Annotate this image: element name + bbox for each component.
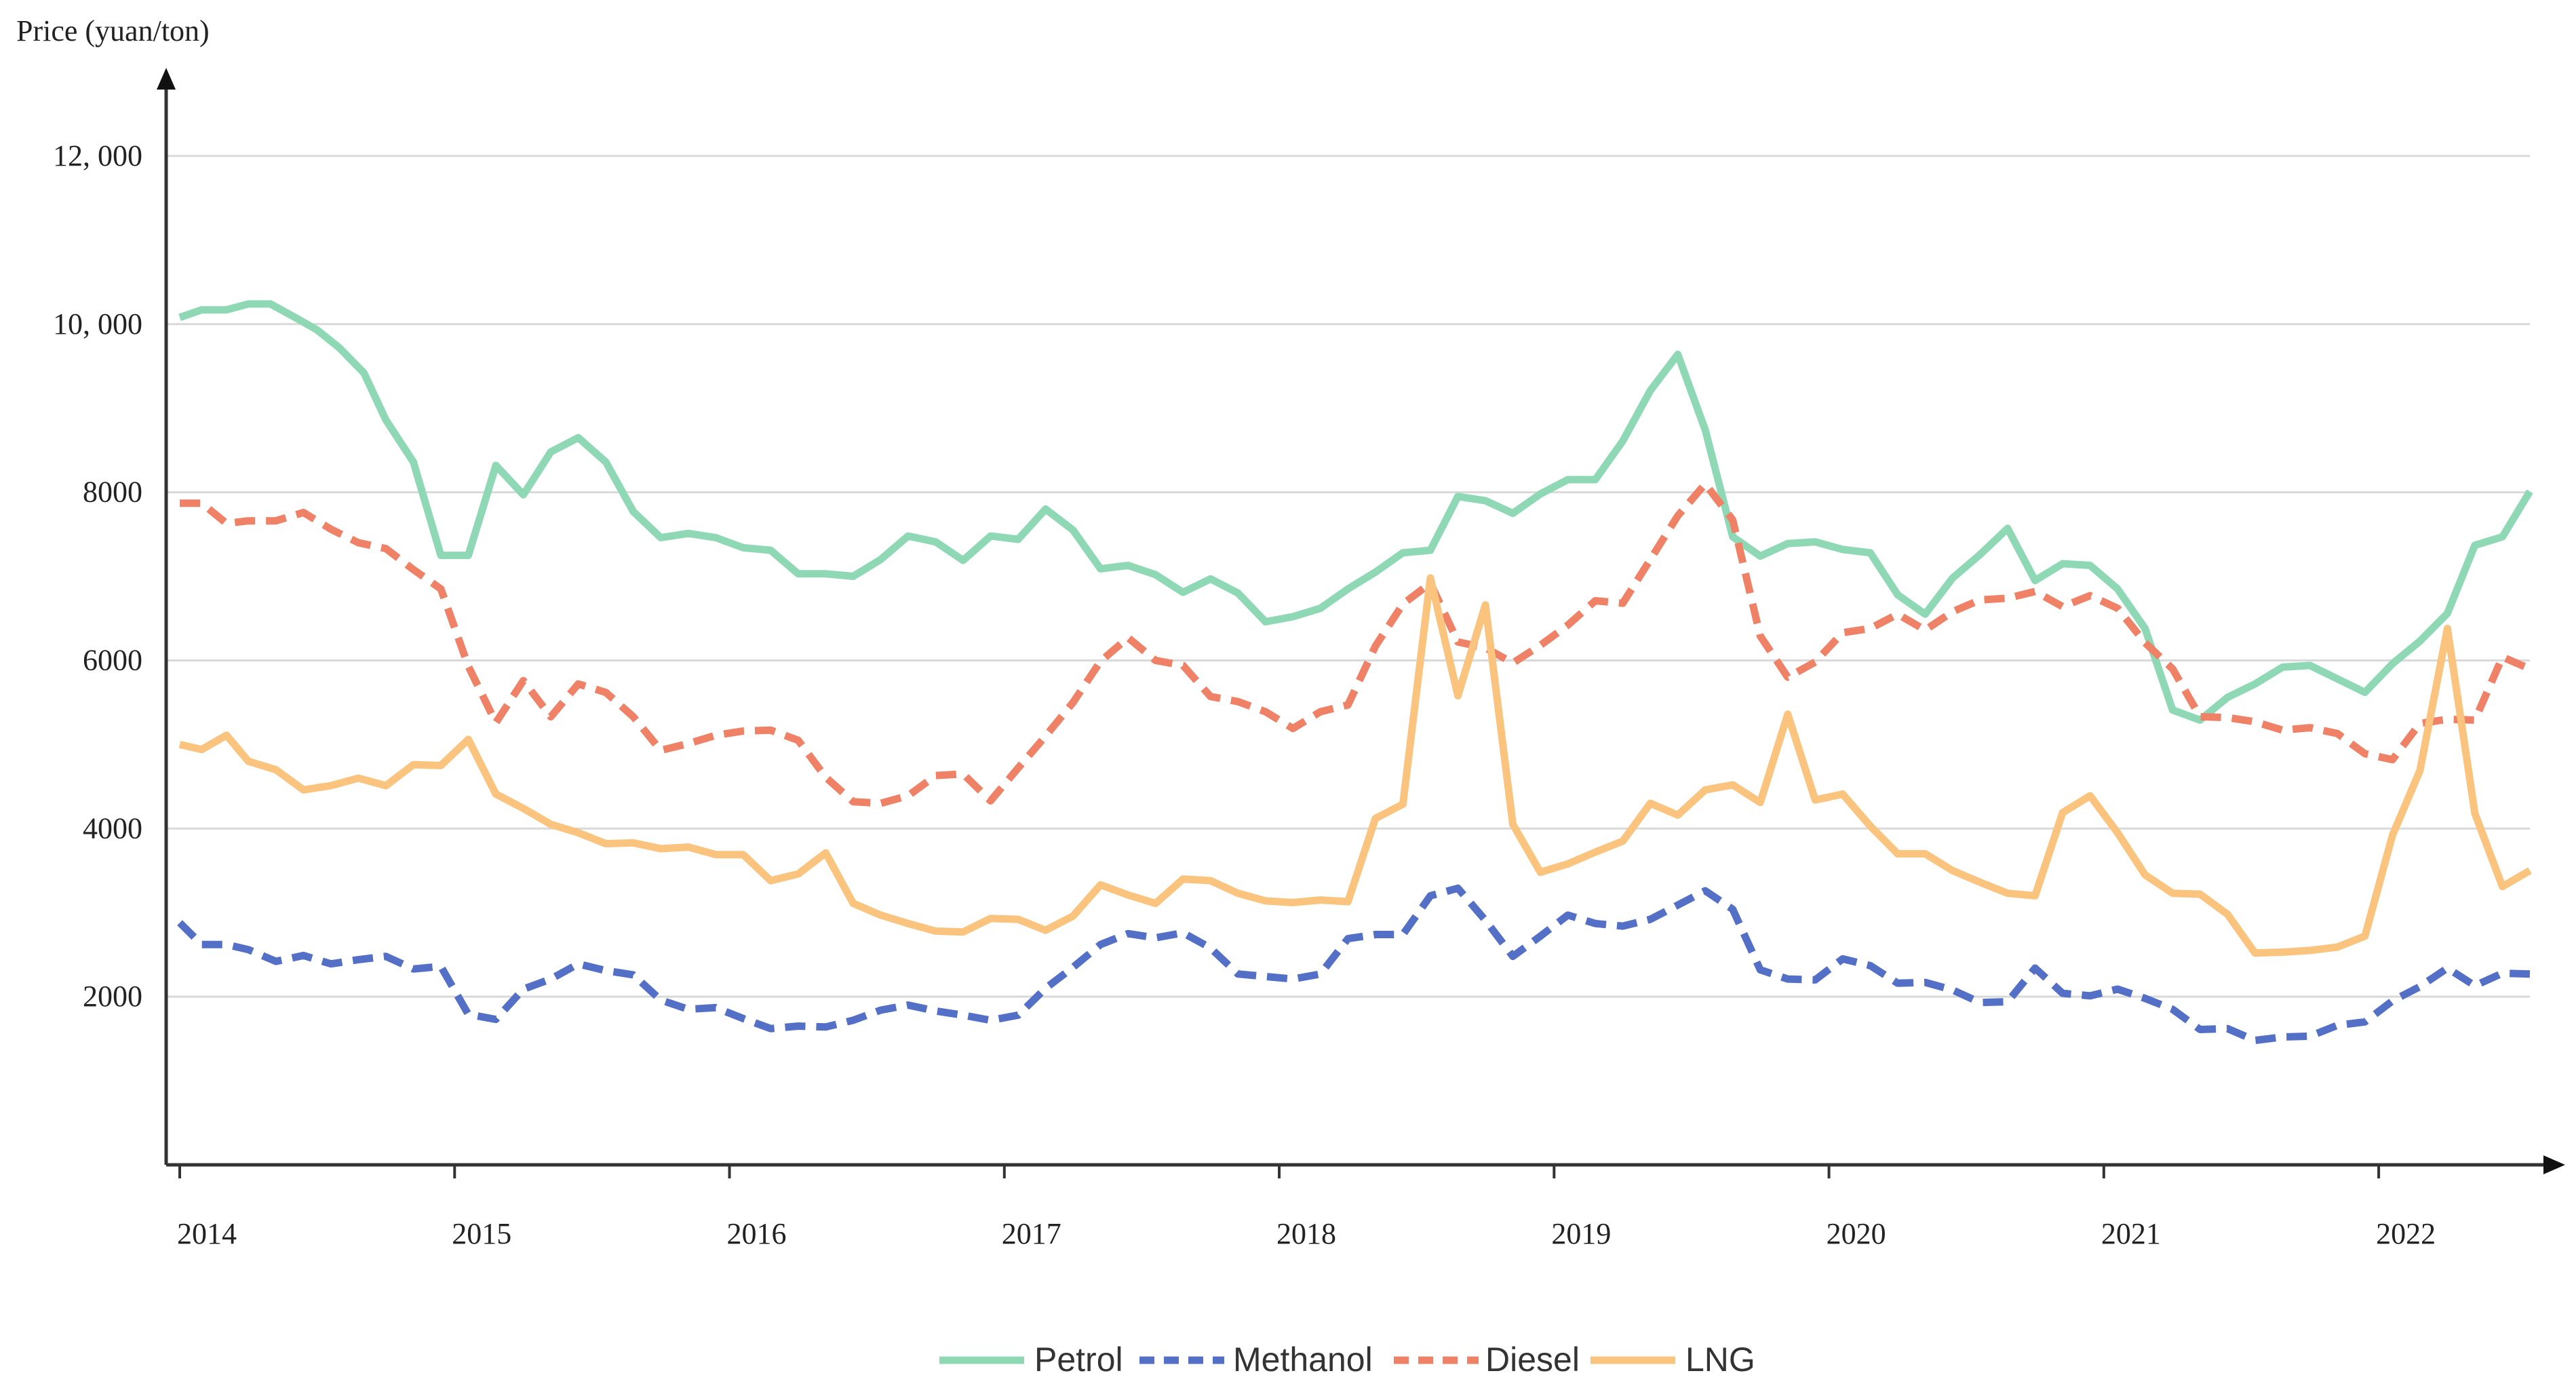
x-tick-label: 2019	[1551, 1217, 1611, 1250]
x-tick-label: 2016	[727, 1217, 787, 1250]
series-lines	[177, 300, 2533, 1045]
y-tick-label: 6000	[83, 643, 142, 676]
y-tick-label: 10, 000	[53, 307, 142, 341]
x-axis-arrow	[2543, 1155, 2565, 1174]
x-tick-label: 2017	[1002, 1217, 1061, 1250]
x-tick-label: 2015	[452, 1217, 511, 1250]
y-axis-arrow	[157, 68, 176, 90]
legend-label-methanol: Methanol	[1233, 1341, 1373, 1379]
series-line-lng	[178, 574, 2532, 957]
y-tick-label: 12, 000	[53, 139, 142, 172]
legend-label-diesel: Diesel	[1485, 1341, 1580, 1379]
x-tick-label: 2018	[1276, 1217, 1336, 1250]
y-axis-title: Price (yuan/ton)	[16, 14, 210, 47]
y-tick-label: 4000	[83, 811, 142, 845]
x-tick-label: 2022	[2376, 1217, 2436, 1250]
y-tick-labels: 2000 4000 6000 8000 10, 000 12, 000	[53, 139, 142, 1013]
x-tick-label: 2021	[2101, 1217, 2161, 1250]
series-line-petrol	[178, 300, 2533, 724]
x-tick-label: 2014	[177, 1217, 237, 1250]
y-tick-label: 8000	[83, 476, 142, 509]
x-tick-labels: 2014 2015 2016 2017 2018 2019 2020 2021 2022	[177, 1165, 2436, 1250]
legend: Petrol Methanol Diesel LNG	[939, 1341, 1755, 1379]
series-line-methanol	[177, 884, 2531, 1045]
y-tick-label: 2000	[83, 980, 142, 1013]
gridlines	[166, 155, 2530, 998]
legend-label-petrol: Petrol	[1034, 1341, 1123, 1379]
x-tick-label: 2020	[1827, 1217, 1886, 1250]
legend-label-lng: LNG	[1685, 1341, 1755, 1379]
axes	[157, 68, 2565, 1174]
series-line-diesel	[180, 480, 2532, 807]
